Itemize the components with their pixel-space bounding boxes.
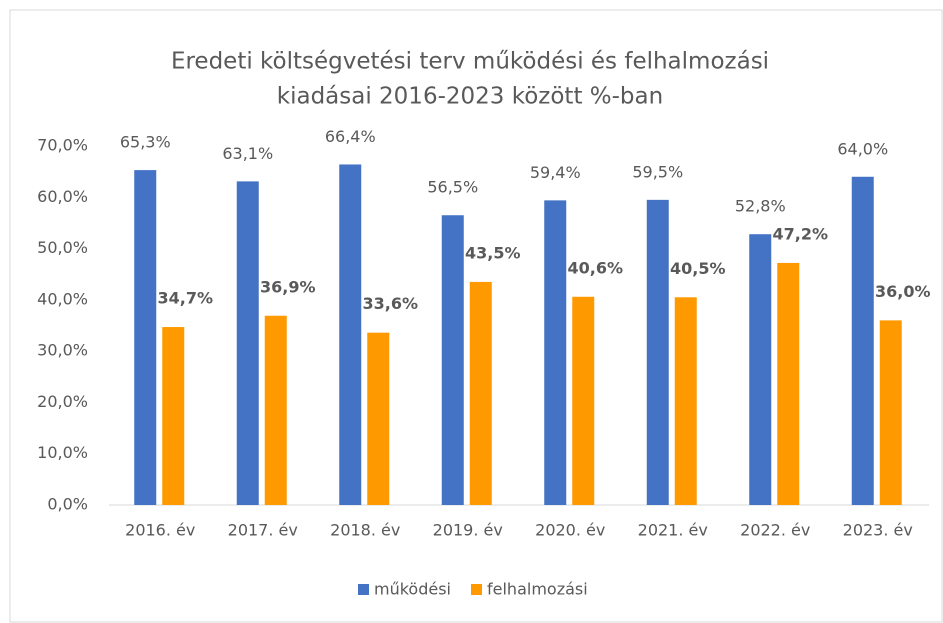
- chart-title: Eredeti költségvetési terv működési és f…: [171, 49, 769, 75]
- legend-label: működési: [374, 580, 451, 599]
- data-label: 40,5%: [670, 259, 726, 278]
- data-label: 65,3%: [120, 133, 171, 152]
- bar: [162, 327, 185, 505]
- y-tick-label: 50,0%: [37, 238, 88, 257]
- bar: [469, 281, 492, 505]
- bar: [851, 176, 874, 505]
- bar: [441, 215, 464, 505]
- data-label: 59,4%: [530, 163, 581, 182]
- bar: [646, 199, 669, 505]
- bar: [879, 320, 902, 505]
- data-label: 64,0%: [837, 139, 888, 158]
- data-label: 66,4%: [325, 127, 376, 146]
- data-label: 63,1%: [222, 144, 273, 163]
- data-label: 36,9%: [260, 277, 316, 296]
- data-label: 59,5%: [632, 162, 683, 181]
- legend-label: felhalmozási: [487, 580, 588, 599]
- x-tick-label: 2019. év: [433, 521, 503, 540]
- x-tick-label: 2022. év: [740, 521, 810, 540]
- y-tick-label: 70,0%: [37, 136, 88, 155]
- bar: [264, 315, 287, 505]
- data-label: 56,5%: [427, 178, 478, 197]
- x-tick-label: 2016. év: [125, 521, 195, 540]
- bar: [674, 297, 697, 505]
- data-label: 52,8%: [735, 197, 786, 216]
- bar: [367, 332, 390, 505]
- y-tick-label: 0,0%: [47, 495, 88, 514]
- x-tick-label: 2018. év: [330, 521, 400, 540]
- x-tick-label: 2021. év: [638, 521, 708, 540]
- legend-swatch: [471, 584, 482, 595]
- y-tick-label: 10,0%: [37, 443, 88, 462]
- bar: [236, 181, 259, 505]
- legend-swatch: [358, 584, 369, 595]
- y-tick-label: 30,0%: [37, 341, 88, 360]
- data-label: 40,6%: [567, 258, 623, 277]
- data-label: 33,6%: [362, 294, 418, 313]
- x-tick-label: 2023. év: [843, 521, 913, 540]
- x-tick-label: 2017. év: [228, 521, 298, 540]
- data-label: 34,7%: [157, 289, 213, 308]
- bar: [572, 296, 595, 505]
- y-tick-label: 20,0%: [37, 392, 88, 411]
- bar: [544, 200, 567, 505]
- bar: [749, 234, 772, 505]
- data-label: 47,2%: [772, 224, 828, 243]
- bar: [339, 164, 362, 505]
- y-tick-label: 40,0%: [37, 289, 88, 308]
- data-label: 36,0%: [875, 282, 931, 301]
- bar: [777, 262, 800, 505]
- chart-title: kiadásai 2016-2023 között %-ban: [277, 84, 663, 110]
- x-tick-label: 2020. év: [535, 521, 605, 540]
- data-label: 43,5%: [465, 243, 521, 262]
- bar: [134, 170, 157, 505]
- y-tick-label: 60,0%: [37, 187, 88, 206]
